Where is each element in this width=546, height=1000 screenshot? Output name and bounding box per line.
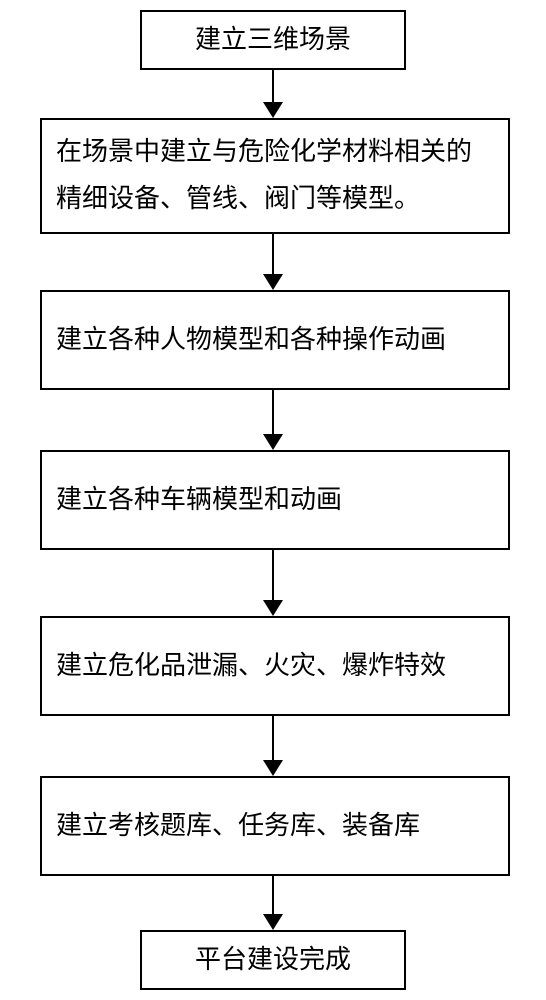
flow-node-6-label: 建立考核题库、任务库、装备库	[56, 803, 494, 850]
flow-node-3-label: 建立各种人物模型和各种操作动画	[56, 317, 494, 364]
flow-edge-3-head	[263, 434, 283, 450]
flow-node-6: 建立考核题库、任务库、装备库	[40, 776, 510, 876]
flow-node-2: 在场景中建立与危险化学材料相关的精细设备、管线、阀门等模型。	[40, 118, 510, 234]
flow-node-2-label: 在场景中建立与危险化学材料相关的精细设备、管线、阀门等模型。	[56, 129, 494, 223]
flowchart-canvas: 建立三维场景 在场景中建立与危险化学材料相关的精细设备、管线、阀门等模型。 建立…	[0, 0, 546, 1000]
flow-node-7-label: 平台建设完成	[156, 937, 390, 984]
flow-edge-6-line	[272, 876, 274, 914]
flow-edge-5-line	[272, 716, 274, 760]
flow-node-1: 建立三维场景	[140, 10, 406, 70]
flow-node-3: 建立各种人物模型和各种操作动画	[40, 290, 510, 390]
flow-edge-6-head	[263, 914, 283, 930]
flow-edge-4-head	[263, 600, 283, 616]
flow-node-1-label: 建立三维场景	[156, 17, 390, 64]
flow-edge-1-head	[263, 102, 283, 118]
flow-edge-3-line	[272, 390, 274, 434]
flow-edge-5-head	[263, 760, 283, 776]
flow-edge-1-line	[272, 70, 274, 102]
flow-edge-2-line	[272, 234, 274, 274]
flow-node-5-label: 建立危化品泄漏、火灾、爆炸特效	[56, 643, 494, 690]
flow-edge-2-head	[263, 274, 283, 290]
flow-node-4-label: 建立各种车辆模型和动画	[56, 477, 494, 524]
flow-node-4: 建立各种车辆模型和动画	[40, 450, 510, 550]
flow-edge-4-line	[272, 550, 274, 600]
flow-node-7: 平台建设完成	[140, 930, 406, 990]
flow-node-5: 建立危化品泄漏、火灾、爆炸特效	[40, 616, 510, 716]
